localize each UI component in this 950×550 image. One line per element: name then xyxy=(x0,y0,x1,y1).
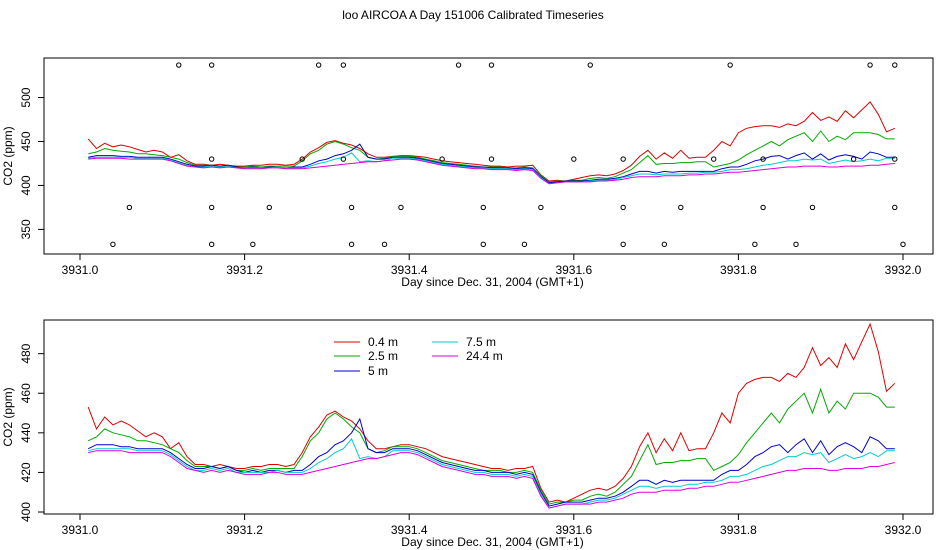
data-point xyxy=(760,204,766,211)
data-point xyxy=(299,156,305,162)
legend-label: 5 m xyxy=(368,364,388,378)
data-point xyxy=(678,204,684,211)
series-line-24-4-m xyxy=(88,157,895,185)
plot-frame xyxy=(43,319,934,515)
legend-label: 7.5 m xyxy=(466,335,496,349)
data-point xyxy=(315,62,322,68)
data-point xyxy=(867,62,873,68)
data-point xyxy=(208,204,215,211)
data-point xyxy=(480,241,486,248)
data-point xyxy=(760,156,766,162)
data-point xyxy=(521,241,528,248)
series-line-0-4-m xyxy=(87,101,895,182)
data-point xyxy=(208,241,215,248)
series-line-5-m xyxy=(88,143,895,184)
y-tick-label: 400 xyxy=(19,502,33,522)
data-point xyxy=(348,204,355,211)
series-line-5-m xyxy=(87,417,895,507)
x-tick-label: 3931.0 xyxy=(62,263,99,277)
data-point xyxy=(488,156,495,162)
data-point xyxy=(711,156,717,162)
data-point xyxy=(488,62,495,68)
x-axis-label: Day since Dec. 31, 2004 (GMT+1) xyxy=(401,275,583,289)
data-point xyxy=(398,204,404,211)
series-line-7-5-m xyxy=(88,437,895,509)
y-axis-label: CO2 (ppm) xyxy=(1,387,15,446)
x-tick-label: 3931.4 xyxy=(391,263,428,277)
data-point xyxy=(620,156,626,162)
data-point xyxy=(250,241,256,248)
y-tick-label: 420 xyxy=(19,462,33,482)
y-tick-label: 500 xyxy=(19,87,33,107)
data-point xyxy=(340,156,347,162)
panel-top: 3931.0 3931.2 3931.4 3931.6 3931.8 3932.0 350 4… xyxy=(1,57,934,289)
data-point xyxy=(752,241,758,248)
y-tick-label: 480 xyxy=(19,343,33,363)
x-tick-label: 3931.8 xyxy=(720,263,757,277)
data-point xyxy=(727,62,733,68)
y-tick-label: 400 xyxy=(19,175,33,195)
data-point xyxy=(892,156,898,162)
data-point xyxy=(348,241,355,248)
data-point xyxy=(620,241,626,248)
y-axis-label: CO2 (ppm) xyxy=(1,126,15,185)
x-tick-label: 3931.8 xyxy=(720,523,757,537)
x-axis-label: Day since Dec. 31, 2004 (GMT+1) xyxy=(401,535,583,549)
x-tick-label: 3931.2 xyxy=(226,523,263,537)
y-tick-label: 450 xyxy=(19,131,33,151)
x-tick-label: 3931.6 xyxy=(555,263,592,277)
series-group xyxy=(87,322,896,509)
x-tick-label: 3932.0 xyxy=(885,523,922,537)
data-point xyxy=(455,62,462,68)
data-point xyxy=(661,241,668,248)
plot-frame xyxy=(43,57,934,255)
data-point xyxy=(571,156,577,162)
legend-label: 24.4 m xyxy=(466,349,503,363)
data-point xyxy=(266,204,272,211)
y-tick-label: 460 xyxy=(19,383,33,403)
x-tick-label: 3932.0 xyxy=(885,263,922,277)
panel-bottom: 3931.0 3931.2 3931.4 3931.6 3931.8 3932.0 400 4… xyxy=(1,319,934,549)
data-point xyxy=(900,241,906,248)
data-point xyxy=(892,62,898,68)
data-point xyxy=(208,62,215,68)
chart-title: loo AIRCOA A Day 151006 Calibrated Times… xyxy=(342,8,603,22)
data-point xyxy=(176,62,182,68)
x-tick-label: 3931.2 xyxy=(226,263,263,277)
data-point xyxy=(110,241,116,248)
y-tick-label: 350 xyxy=(19,219,33,239)
data-point xyxy=(809,204,816,211)
legend-label: 2.5 m xyxy=(368,349,398,363)
x-tick-label: 3931.6 xyxy=(555,523,592,537)
legend-label: 0.4 m xyxy=(368,335,398,349)
data-point xyxy=(208,156,215,162)
data-point xyxy=(126,204,133,211)
data-point xyxy=(892,204,898,211)
data-point xyxy=(480,204,486,211)
data-point xyxy=(620,204,626,211)
x-tick-label: 3931.0 xyxy=(62,523,99,537)
data-point xyxy=(538,204,544,211)
y-tick-label: 440 xyxy=(19,423,33,443)
data-point xyxy=(587,62,593,68)
data-point xyxy=(340,62,347,68)
series-line-0-4-m xyxy=(87,322,896,503)
data-point xyxy=(381,241,388,248)
x-tick-label: 3931.4 xyxy=(391,523,428,537)
data-point xyxy=(850,156,857,162)
series-line-7-5-m xyxy=(88,152,895,185)
series-line-24-4-m xyxy=(88,450,895,509)
series-group xyxy=(87,101,895,185)
data-point xyxy=(439,156,445,162)
data-point xyxy=(793,241,799,248)
series-line-2-5-m xyxy=(87,387,895,505)
